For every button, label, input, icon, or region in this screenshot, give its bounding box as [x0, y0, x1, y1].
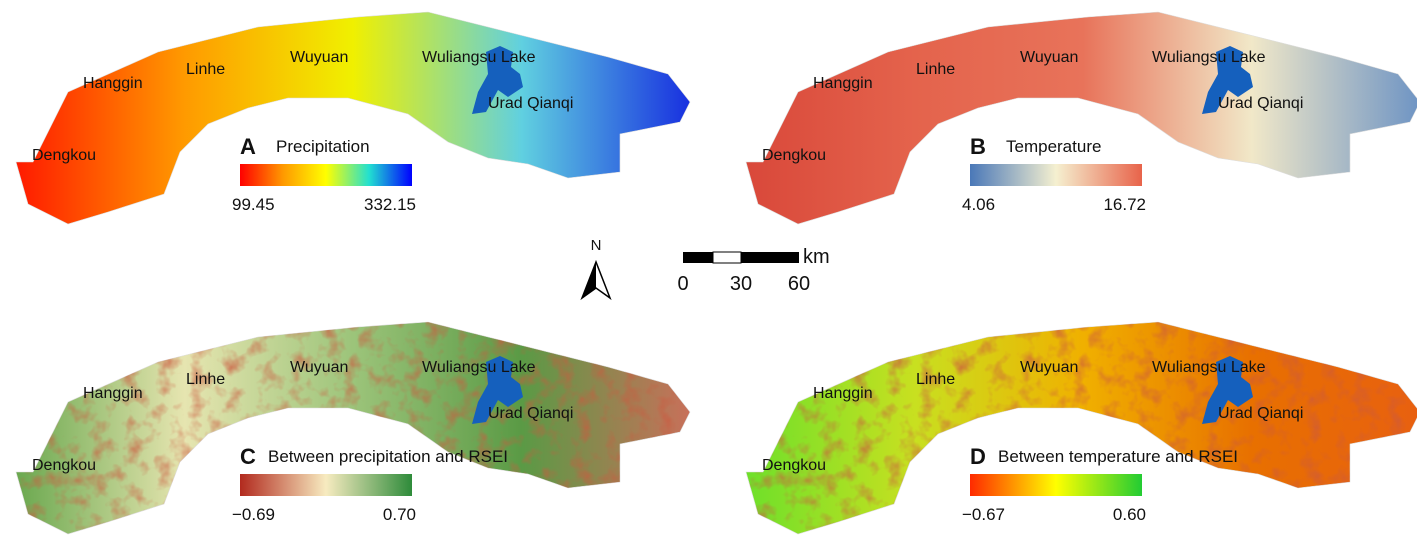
legend-title: Between precipitation and RSEI — [268, 447, 508, 466]
lake — [472, 46, 523, 114]
place-label: Hanggin — [813, 385, 873, 402]
place-label: Dengkou — [32, 147, 96, 164]
lake — [1202, 46, 1253, 114]
place-label: Wuliangsu Lake — [422, 49, 536, 66]
place-label: Urad Qianqi — [1218, 405, 1303, 422]
place-label: Wuyuan — [290, 49, 348, 66]
place-label: Wuliangsu Lake — [422, 359, 536, 376]
place-label: Wuliangsu Lake — [1152, 49, 1266, 66]
scale-seg — [741, 252, 799, 263]
scale-label: 0 — [677, 273, 688, 295]
map-panel: Hanggin Linhe Wuyuan Wuliangsu Lake Urad Qia… — [15, 321, 691, 535]
legend-bar — [240, 474, 412, 496]
map-panel: Hanggin Linhe Wuyuan Wuliangsu Lake Urad Qia… — [745, 11, 1417, 225]
legend-bar — [970, 164, 1142, 186]
place-label: Dengkou — [762, 147, 826, 164]
place-label: Linhe — [186, 61, 225, 78]
legend-min: −0.67 — [962, 505, 1005, 524]
region — [745, 11, 1417, 225]
place-label: Hanggin — [83, 385, 143, 402]
legend-min: 99.45 — [232, 195, 275, 214]
lake — [472, 356, 523, 424]
texture — [16, 322, 690, 534]
place-label: Dengkou — [762, 457, 826, 474]
place-label: Linhe — [916, 371, 955, 388]
legend-title: Between temperature and RSEI — [998, 447, 1238, 466]
legend-max: 0.60 — [1113, 505, 1146, 524]
scale-seg — [712, 251, 742, 264]
panel-letter: B — [970, 134, 986, 159]
place-label: Wuyuan — [1020, 359, 1078, 376]
legend-bar — [240, 164, 412, 186]
map-panel: Hanggin Linhe Wuyuan Wuliangsu Lake Urad Qia… — [15, 11, 691, 225]
place-label: Dengkou — [32, 457, 96, 474]
scale-unit: km — [803, 246, 830, 268]
place-label: Hanggin — [83, 75, 143, 92]
place-label: Urad Qianqi — [1218, 95, 1303, 112]
place-label: Urad Qianqi — [488, 405, 573, 422]
place-label: Wuliangsu Lake — [1152, 359, 1266, 376]
legend-max: 0.70 — [383, 505, 416, 524]
map-panel: Hanggin Linhe Wuyuan Wuliangsu Lake Urad Qia… — [745, 321, 1417, 535]
place-label: Linhe — [186, 371, 225, 388]
scale-label: 60 — [788, 273, 810, 295]
scale-label: 30 — [730, 273, 752, 295]
legend-min: 4.06 — [962, 195, 995, 214]
legend-max: 16.72 — [1103, 195, 1146, 214]
place-label: Hanggin — [813, 75, 873, 92]
scale-seg — [683, 252, 713, 263]
panel-letter: D — [970, 444, 986, 469]
place-label: Linhe — [916, 61, 955, 78]
arrow-fill — [582, 262, 596, 298]
place-label: Wuyuan — [1020, 49, 1078, 66]
lake — [1202, 356, 1253, 424]
legend-max: 332.15 — [364, 195, 416, 214]
legend-min: −0.69 — [232, 505, 275, 524]
texture — [746, 322, 1417, 534]
legend-bar — [970, 474, 1142, 496]
north-label: N — [591, 237, 602, 254]
legend-title: Temperature — [1006, 137, 1101, 156]
north-arrow: N — [580, 237, 612, 301]
scale-bar: km 0 30 60 — [677, 246, 829, 295]
legend-title: Precipitation — [276, 137, 370, 156]
region — [15, 11, 691, 225]
place-label: Urad Qianqi — [488, 95, 573, 112]
place-label: Wuyuan — [290, 359, 348, 376]
panel-letter: C — [240, 444, 256, 469]
panel-letter: A — [240, 134, 256, 159]
